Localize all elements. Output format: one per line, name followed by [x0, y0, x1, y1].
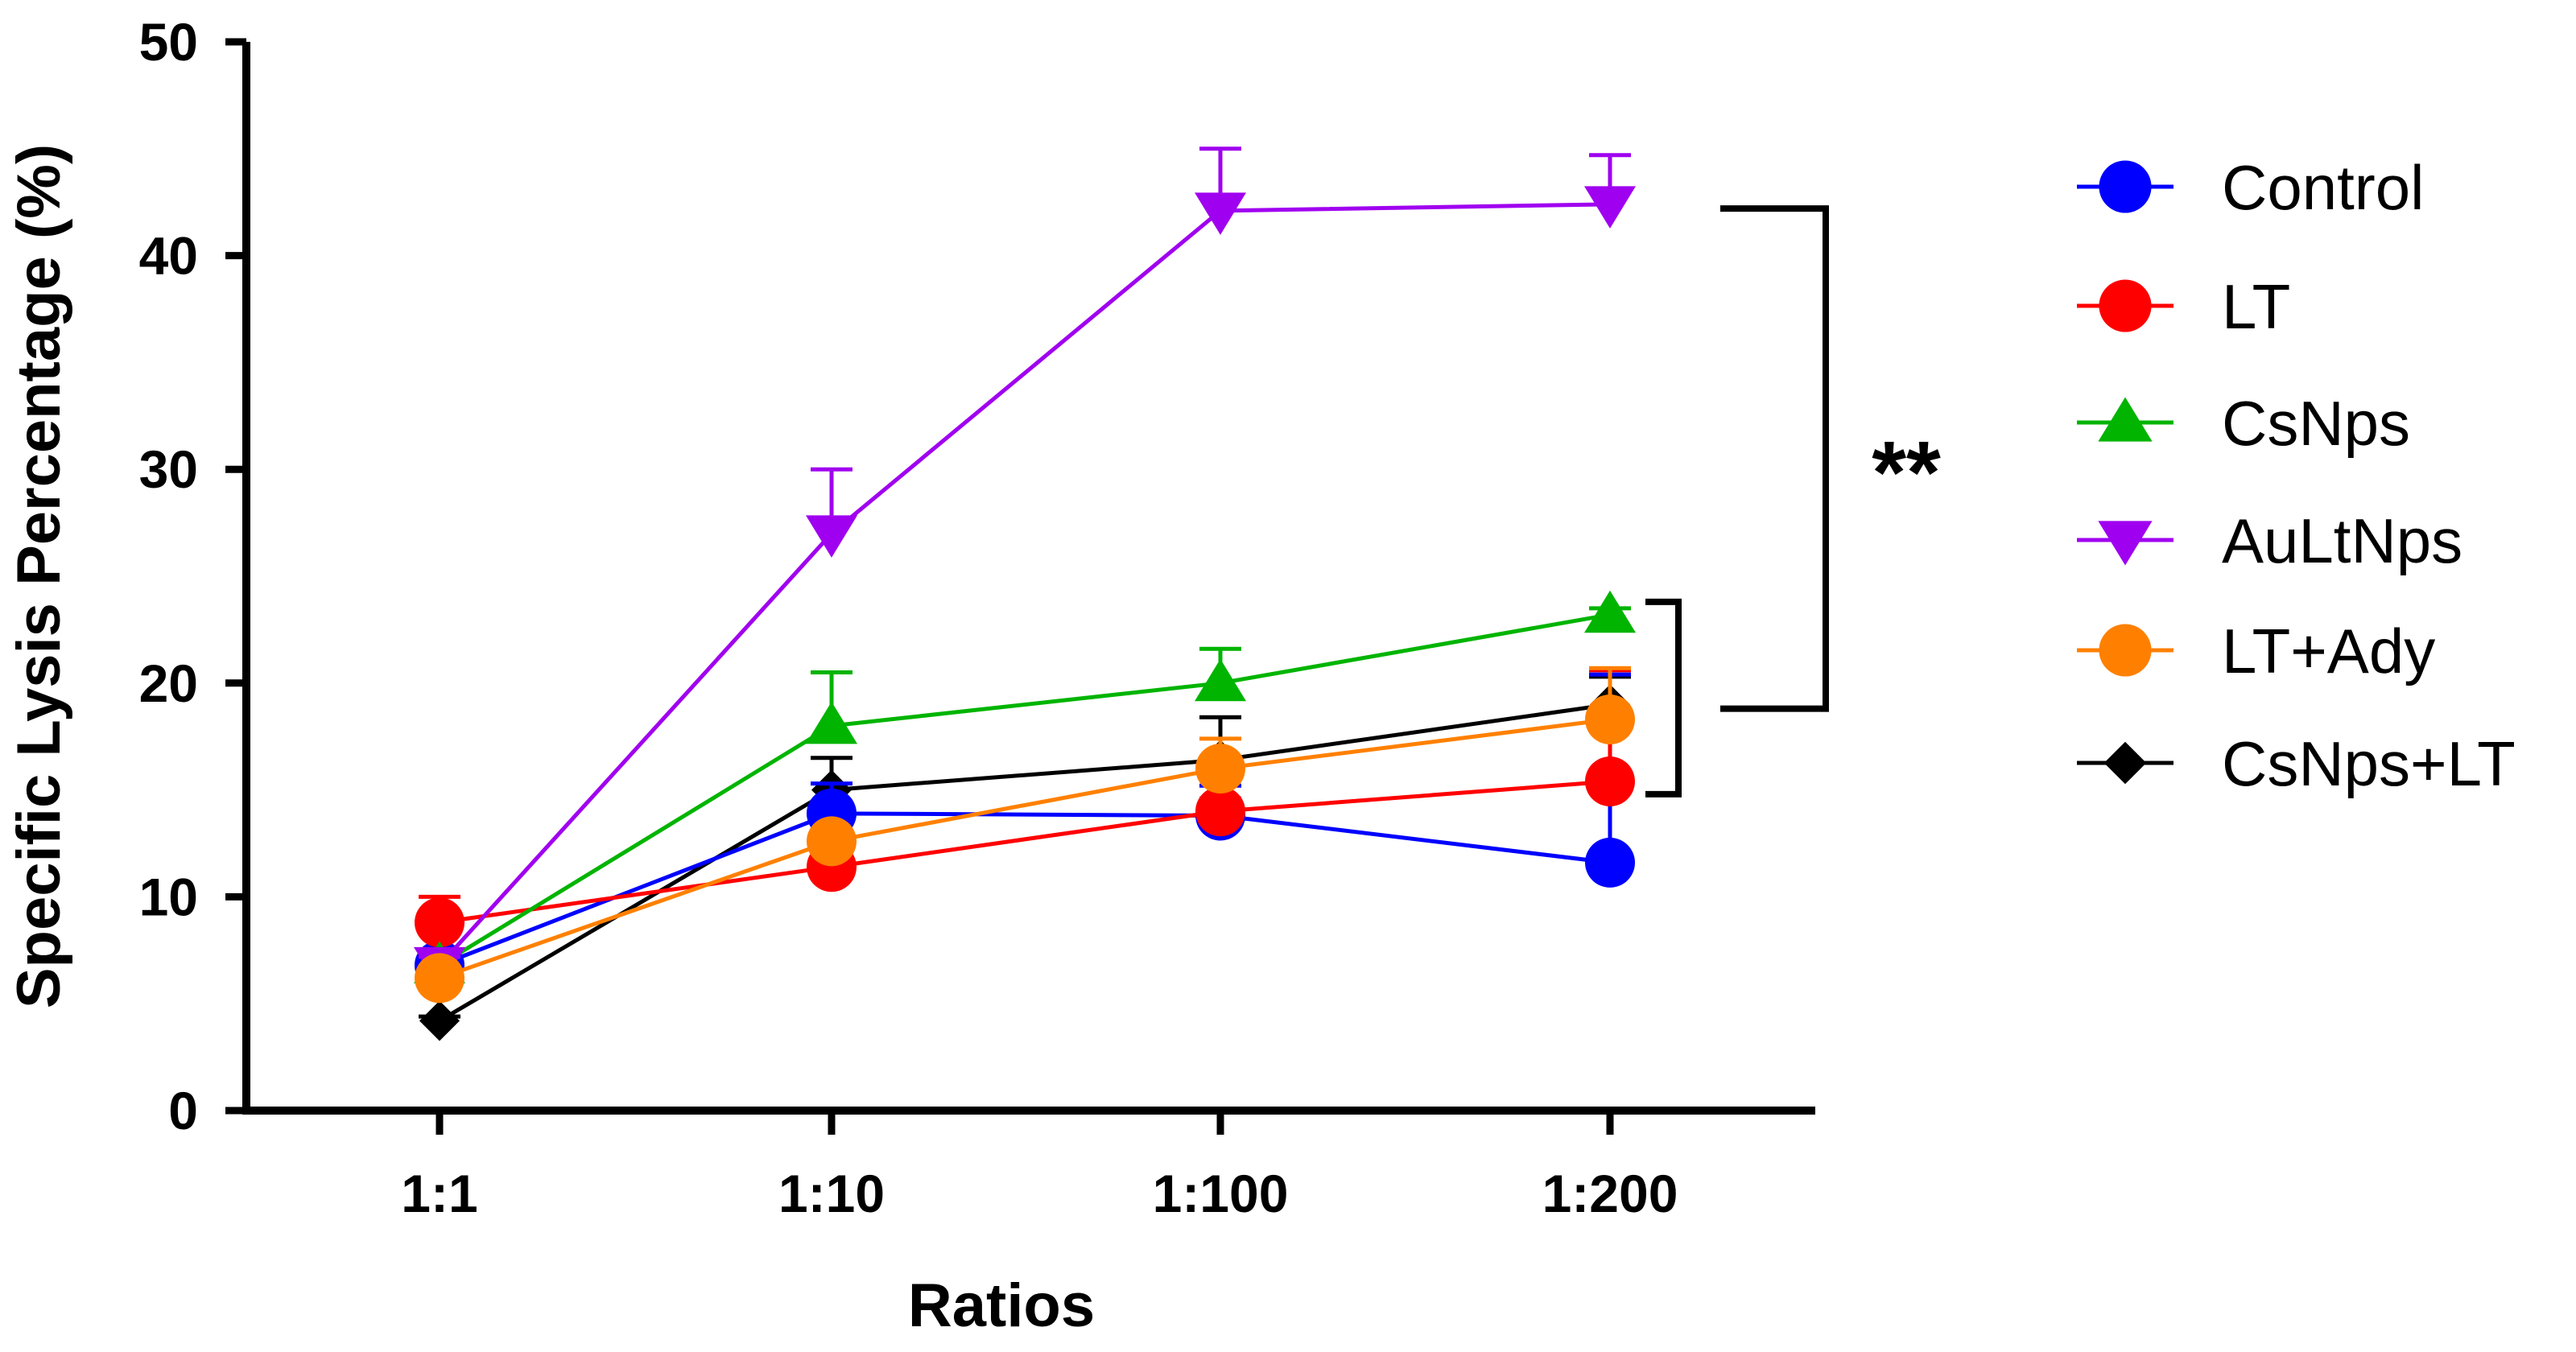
legend-label-csnps-lt: CsNps+LT	[2222, 728, 2516, 799]
significance-brackets: **	[1645, 205, 1941, 798]
y-tick-label: 30	[139, 439, 198, 499]
legend-marker-csnps	[2098, 397, 2153, 442]
y-tick-label: 0	[168, 1081, 198, 1140]
legend-marker-aultnps	[2098, 521, 2153, 566]
y-tick-label: 50	[139, 12, 198, 72]
series-line-aultnps	[438, 202, 1611, 967]
data-point-lt	[1195, 786, 1245, 837]
series-control	[415, 672, 1635, 991]
series-line-csnps-lt	[438, 702, 1611, 1023]
series-lt-ady	[415, 666, 1635, 1004]
series-layer	[414, 146, 1636, 1041]
legend-label-control: Control	[2222, 152, 2424, 223]
data-point-csnps	[1195, 658, 1246, 702]
series-line-lt	[439, 779, 1611, 925]
y-tick-label: 10	[139, 867, 198, 926]
y-tick-label: 20	[139, 653, 198, 713]
y-tick-label: 40	[139, 226, 198, 286]
data-point-control	[1585, 837, 1635, 888]
data-point-csnps	[806, 701, 857, 744]
data-point-lt-ady	[807, 816, 857, 867]
data-point-lt	[415, 897, 464, 948]
outer-bracket	[1720, 205, 1829, 712]
data-point-aultnps	[1584, 186, 1636, 229]
legend-label-csnps: CsNps	[2222, 388, 2410, 459]
data-point-lt-ady	[415, 953, 464, 1004]
legend-item-control: Control	[2077, 152, 2424, 223]
inner-bracket	[1645, 598, 1682, 798]
data-point-csnps	[1584, 590, 1636, 633]
data-point-lt-ady	[1195, 744, 1245, 794]
legend-item-csnps: CsNps	[2077, 388, 2410, 459]
legend-item-aultnps: AuLtNps	[2077, 505, 2462, 576]
legend-item-lt-ady: LT+Ady	[2077, 616, 2435, 686]
axes	[242, 42, 1815, 1115]
legend-item-lt: LT	[2077, 271, 2290, 342]
legend-label-lt: LT	[2222, 271, 2290, 342]
x-tick-label: 1:200	[1542, 1164, 1678, 1223]
y-ticks: 0 10 20 30 40 50	[139, 12, 246, 1140]
x-axis-title: Ratios	[908, 1272, 1095, 1340]
data-point-aultnps	[806, 515, 857, 558]
series-line-csnps	[438, 612, 1611, 967]
legend: Control LT CsNps AuLtNps LT+Ady CsNps+LT	[2077, 152, 2516, 799]
data-point-aultnps	[1195, 192, 1246, 235]
series-line-control	[439, 811, 1611, 967]
y-axis-title: Specific Lysis Percentage (%)	[5, 144, 73, 1008]
legend-marker-control	[2099, 160, 2152, 213]
legend-marker-lt-ady	[2099, 624, 2152, 677]
series-aultnps	[414, 146, 1636, 990]
x-tick-label: 1:10	[778, 1164, 885, 1223]
x-tick-label: 1:1	[401, 1164, 477, 1223]
x-ticks: 1:1 1:10 1:100 1:200	[401, 1111, 1678, 1223]
legend-marker-csnps-lt	[2103, 741, 2147, 785]
x-tick-label: 1:100	[1153, 1164, 1289, 1223]
legend-label-lt-ady: LT+Ady	[2222, 616, 2435, 686]
data-point-lt-ady	[1585, 694, 1635, 744]
series-csnps-lt	[419, 674, 1631, 1041]
data-point-lt	[1585, 756, 1635, 806]
legend-label-aultnps: AuLtNps	[2222, 505, 2462, 576]
legend-marker-lt	[2099, 279, 2152, 332]
significance-label: **	[1872, 423, 1941, 522]
data-point-csnps-lt	[419, 1000, 460, 1041]
series-line-lt-ady	[439, 717, 1611, 980]
legend-item-csnps-lt: CsNps+LT	[2077, 728, 2516, 799]
